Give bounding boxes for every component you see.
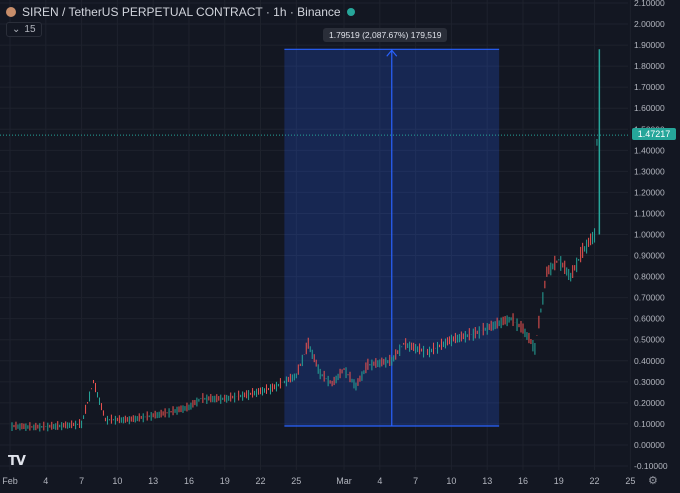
y-axis-tick-label: 1.60000 [634,103,665,113]
x-axis-tick-label: Feb [2,476,18,486]
y-axis-tick-label: 1.10000 [634,208,665,218]
y-axis-tick-label: 1.70000 [634,82,665,92]
chart-title[interactable]: SIREN / TetherUS PERPETUAL CONTRACT · 1h… [22,5,341,19]
last-price-label: 1.47217 [632,128,676,140]
chart-header: SIREN / TetherUS PERPETUAL CONTRACT · 1h… [6,5,355,19]
y-axis-tick-label: 0.80000 [634,272,665,282]
y-axis-tick-label: 0.00000 [634,440,665,450]
x-axis-tick-label: 10 [112,476,122,486]
x-axis-tick-label: 22 [256,476,266,486]
tradingview-logo[interactable]: TV [8,454,26,469]
measure-arrow-head [386,49,398,57]
x-axis-tick-label: 25 [625,476,635,486]
measure-tooltip: 1.79519 (2,087.67%) 179,519 [323,28,448,42]
y-axis-tick-label: -0.10000 [634,461,668,471]
chevron-down-icon[interactable]: ⌄ [12,24,21,35]
y-axis-tick-label: 1.30000 [634,166,665,176]
y-axis-tick-label: 0.10000 [634,419,665,429]
y-axis-tick-label: 2.00000 [634,19,665,29]
y-axis-tick-label: 1.20000 [634,187,665,197]
x-axis-tick-label: 25 [291,476,301,486]
x-axis-tick-label: 13 [148,476,158,486]
y-axis-tick-label: 2.10000 [634,0,665,8]
y-axis-tick-label: 0.70000 [634,293,665,303]
y-axis-tick-label: 0.90000 [634,251,665,261]
gear-icon[interactable]: ⚙ [648,475,658,487]
y-axis-tick-label: 0.50000 [634,335,665,345]
y-axis-tick-label: 1.40000 [634,145,665,155]
y-axis-tick-label: 1.80000 [634,61,665,71]
x-axis-tick-label: 16 [184,476,194,486]
x-axis-tick-label: 19 [554,476,564,486]
x-axis-tick-label: 19 [220,476,230,486]
y-axis-tick-label: 0.60000 [634,314,665,324]
interval-selector[interactable]: ⌄ 15 [6,22,42,37]
y-axis-tick-label: 0.30000 [634,377,665,387]
symbol-logo-icon [6,7,16,17]
x-axis-tick-label: 7 [413,476,418,486]
y-axis-tick-label: 0.20000 [634,398,665,408]
y-axis-tick-label: 1.00000 [634,230,665,240]
x-axis-tick-label: 22 [590,476,600,486]
market-status-icon[interactable] [346,8,355,16]
y-axis-tick-label: 0.40000 [634,356,665,366]
y-axis-tick-label: 1.90000 [634,40,665,50]
x-axis-tick-label: 13 [482,476,492,486]
x-axis-tick-label: 16 [518,476,528,486]
interval-value: 15 [24,24,36,35]
x-axis-tick-label: Mar [336,476,352,486]
x-axis-tick-label: 10 [446,476,456,486]
x-axis-tick-label: 4 [377,476,382,486]
x-axis-tick-label: 7 [79,476,84,486]
x-axis-tick-label: 4 [43,476,48,486]
